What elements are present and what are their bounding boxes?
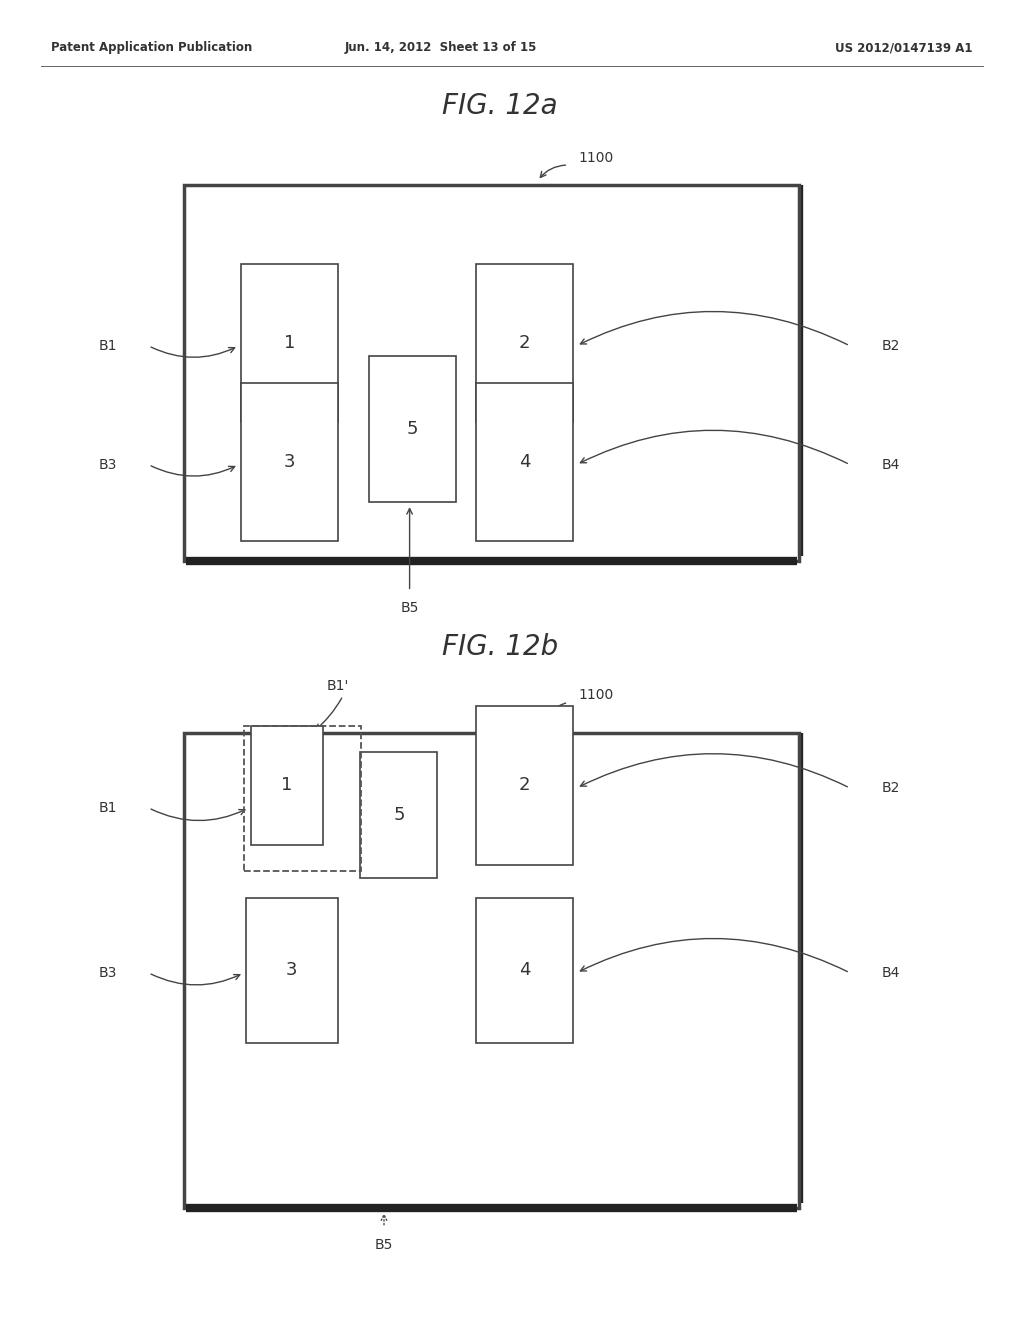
Text: B5: B5 bbox=[375, 1238, 393, 1253]
Bar bbox=[246, 898, 338, 1043]
Text: 1100: 1100 bbox=[579, 688, 613, 702]
Text: US 2012/0147139 A1: US 2012/0147139 A1 bbox=[836, 41, 973, 54]
Bar bbox=[369, 356, 456, 502]
Text: B3: B3 bbox=[98, 458, 117, 471]
Bar bbox=[241, 383, 338, 541]
Text: B1': B1' bbox=[327, 678, 349, 693]
Text: B3: B3 bbox=[98, 966, 117, 979]
Bar bbox=[251, 726, 323, 845]
Text: 2: 2 bbox=[519, 776, 530, 795]
Bar bbox=[244, 726, 361, 871]
Text: B5: B5 bbox=[400, 601, 419, 615]
Text: B2: B2 bbox=[882, 781, 900, 795]
Text: 3: 3 bbox=[286, 961, 298, 979]
Text: 2: 2 bbox=[519, 334, 530, 352]
Text: 1: 1 bbox=[284, 334, 295, 352]
Text: FIG. 12b: FIG. 12b bbox=[441, 632, 558, 661]
Text: 5: 5 bbox=[407, 420, 418, 438]
Text: B2: B2 bbox=[882, 339, 900, 352]
Text: Patent Application Publication: Patent Application Publication bbox=[51, 41, 253, 54]
Text: B1: B1 bbox=[98, 339, 117, 352]
Bar bbox=[184, 733, 799, 1208]
Bar bbox=[241, 264, 338, 422]
Text: B4: B4 bbox=[882, 966, 900, 979]
Bar bbox=[476, 898, 573, 1043]
Text: 4: 4 bbox=[519, 453, 530, 471]
Bar bbox=[476, 706, 573, 865]
Bar bbox=[184, 185, 799, 561]
Bar bbox=[476, 383, 573, 541]
Text: 1: 1 bbox=[281, 776, 293, 795]
Text: FIG. 12a: FIG. 12a bbox=[442, 91, 557, 120]
Text: 5: 5 bbox=[393, 807, 404, 824]
Text: 4: 4 bbox=[519, 961, 530, 979]
Text: 1100: 1100 bbox=[579, 150, 613, 165]
Bar bbox=[360, 752, 437, 878]
Text: 3: 3 bbox=[284, 453, 295, 471]
Bar bbox=[476, 264, 573, 422]
Text: B4: B4 bbox=[882, 458, 900, 471]
Text: Jun. 14, 2012  Sheet 13 of 15: Jun. 14, 2012 Sheet 13 of 15 bbox=[344, 41, 537, 54]
Text: B1: B1 bbox=[98, 801, 117, 814]
